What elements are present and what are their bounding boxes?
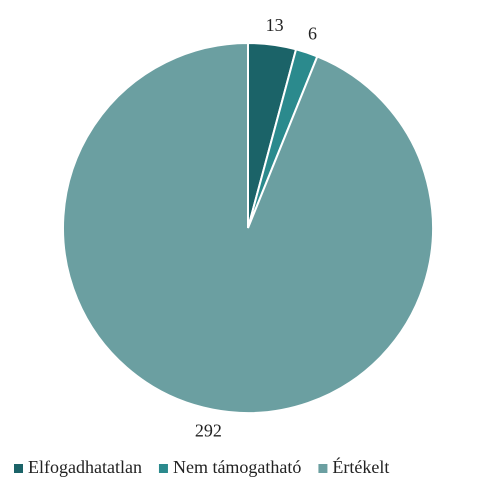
legend-label: Nem támogatható: [173, 457, 301, 477]
data-label: 292: [195, 420, 222, 440]
legend-label: Értékelt: [332, 456, 389, 477]
legend-marker: [158, 464, 168, 473]
legend-label: Elfogadhatatlan: [28, 457, 142, 477]
data-label: 6: [308, 24, 317, 44]
legend-marker: [318, 464, 328, 473]
data-label: 13: [266, 15, 284, 35]
pie-slice: [62, 41, 434, 414]
legend-marker: [14, 464, 23, 473]
